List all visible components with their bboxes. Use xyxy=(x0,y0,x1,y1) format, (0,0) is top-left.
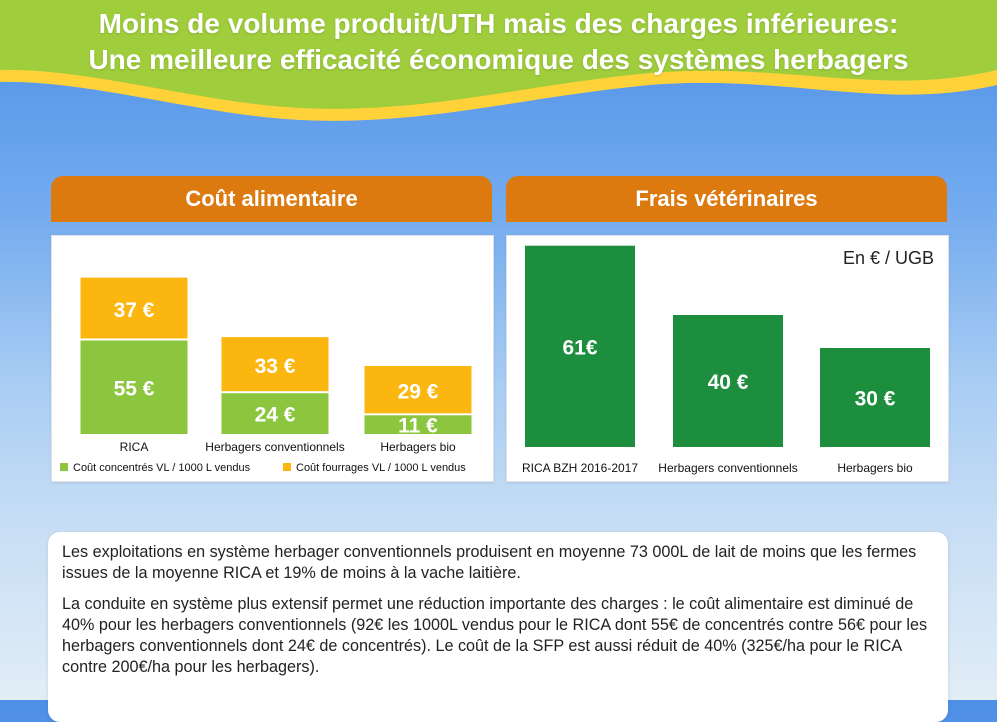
bar-segment-concentres-1 xyxy=(221,393,329,434)
bar-value-label: 11 € xyxy=(398,415,438,438)
feed-cost-panel: 55 € 37 € RICA 24 € 33 € Herbagers convention… xyxy=(51,235,494,482)
vet-bar-0 xyxy=(525,245,635,447)
vet-cost-panel: 61€ RICA BZH 2016-2017 40 € Herbagers conve… xyxy=(506,235,949,482)
vet-bar-2 xyxy=(820,348,930,447)
bar-segment-fourrages-1 xyxy=(221,337,329,392)
vet-bar-1 xyxy=(673,315,783,447)
x-tick-label: RICA xyxy=(120,440,149,454)
vet-x-tick-label: Herbagers conventionnels xyxy=(658,461,797,475)
summary-paragraph-1: Les exploitations en système herbager co… xyxy=(62,543,917,582)
bar-segment-fourrages-0 xyxy=(80,277,188,339)
legend-swatch-0 xyxy=(60,463,68,471)
vet-cost-header: Frais vétérinaires xyxy=(506,176,947,222)
summary-paragraph-2: La conduite en système plus extensif per… xyxy=(62,595,928,676)
page-headline: Moins de volume produit/UTH mais des cha… xyxy=(0,6,997,78)
bar-segment-concentres-2 xyxy=(364,415,472,434)
bar-segment-fourrages-2 xyxy=(364,366,472,414)
summary-text-box: Les exploitations en système herbager co… xyxy=(48,532,948,722)
vet-cost-unit-label: En € / UGB xyxy=(842,248,934,268)
feed-cost-header: Coût alimentaire xyxy=(51,176,492,222)
header-wave-background xyxy=(0,0,997,121)
bar-value-label: 55 € xyxy=(114,377,155,400)
feed-cost-title: Coût alimentaire xyxy=(185,186,358,211)
vet-bar-value-label: 40 € xyxy=(708,371,749,394)
vet-x-tick-label: Herbagers bio xyxy=(837,461,913,475)
headline-line-1: Moins de volume produit/UTH mais des cha… xyxy=(98,8,899,39)
vet-x-tick-label: RICA BZH 2016-2017 xyxy=(522,461,638,475)
bar-value-label: 37 € xyxy=(114,299,155,322)
legend-label-0: Coût concentrés VL / 1000 L vendus xyxy=(73,462,251,474)
legend-swatch-1 xyxy=(283,463,291,471)
x-tick-label: Herbagers bio xyxy=(380,440,456,454)
vet-cost-chart: 61€ RICA BZH 2016-2017 40 € Herbagers conve… xyxy=(522,245,930,475)
vet-bar-value-label: 30 € xyxy=(855,388,896,411)
feed-cost-chart: 55 € 37 € RICA 24 € 33 € Herbagers convention… xyxy=(60,277,472,474)
x-tick-label: Herbagers conventionnels xyxy=(205,440,344,454)
bar-value-label: 29 € xyxy=(398,381,439,404)
bar-value-label: 24 € xyxy=(255,404,296,427)
bar-segment-concentres-0 xyxy=(80,340,188,434)
vet-cost-title: Frais vétérinaires xyxy=(635,186,818,211)
legend-label-1: Coût fourrages VL / 1000 L vendus xyxy=(296,462,466,474)
headline-line-2: Une meilleure efficacité économique des … xyxy=(88,44,909,75)
vet-bar-value-label: 61€ xyxy=(562,336,597,359)
bar-value-label: 33 € xyxy=(255,355,296,378)
